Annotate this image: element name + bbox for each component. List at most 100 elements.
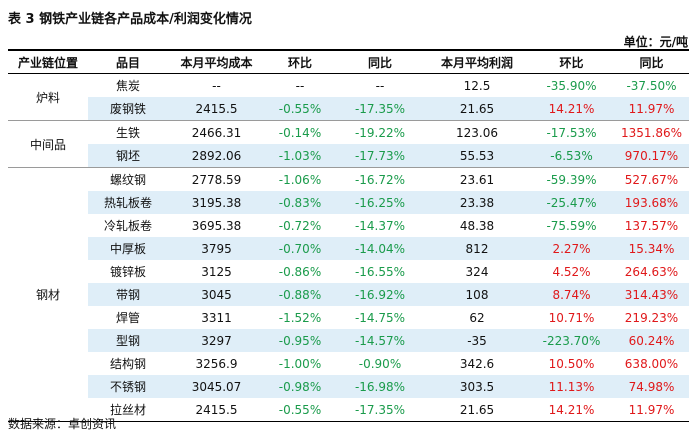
item-name-cell: 螺纹钢: [109, 173, 146, 187]
cost-mom-cell: -0.55%: [265, 398, 335, 422]
avg-cost-cell: 3195.38: [168, 191, 265, 214]
profit-mom-cell: 4.52%: [552, 264, 591, 279]
cost-mom-cell: -0.86%: [278, 264, 322, 279]
avg-cost-cell: 3125: [201, 264, 232, 279]
item-name-cell: 焦炭: [115, 79, 140, 93]
avg-cost-cell: 2415.5: [168, 398, 265, 422]
table-row: 镀锌板 3125 -0.86% -16.55% 324 4.52% 264.63%: [8, 260, 689, 283]
item-name-cell: 冷轧板卷: [103, 219, 152, 233]
profit-mom-cell: 10.50%: [548, 356, 595, 371]
cost-yoy-cell: -14.75%: [354, 310, 406, 325]
header-item: 品目: [88, 49, 168, 74]
profit-yoy-cell: 970.17%: [614, 144, 689, 168]
cost-mom-cell: -0.88%: [265, 283, 335, 306]
header-avg-cost: 本月平均成本: [168, 49, 265, 74]
avg-cost-cell: 2778.59: [191, 172, 242, 187]
profit-mom-cell: -75.59%: [546, 218, 597, 233]
cost-mom-cell: -0.98%: [265, 375, 335, 398]
profit-yoy-cell: 314.43%: [614, 283, 689, 306]
cost-mom-cell: -0.14%: [278, 125, 322, 140]
avg-profit-cell: 342.6: [459, 356, 495, 371]
cost-yoy-cell: -16.98%: [335, 375, 425, 398]
header-profit-mom: 环比: [529, 49, 614, 74]
table-row: 热轧板卷 3195.38 -0.83% -16.25% 23.38 -25.47% 193.…: [8, 191, 689, 214]
chain-position-cell: 钢材: [8, 167, 88, 422]
profit-mom-cell: 11.13%: [529, 375, 614, 398]
cost-yoy-cell: -17.35%: [335, 398, 425, 422]
cost-mom-cell: --: [295, 78, 305, 93]
profit-yoy-cell: 264.63%: [624, 264, 679, 279]
header-cost-yoy: 同比: [335, 49, 425, 74]
table-row: 钢坯 2892.06 -1.03% -17.73% 55.53 -6.53% 970.17%: [8, 144, 689, 168]
profit-yoy-cell: 219.23%: [624, 310, 679, 325]
avg-cost-cell: 3045: [168, 283, 265, 306]
table-row: 焊管 3311 -1.52% -14.75% 62 10.71% 219.23%: [8, 306, 689, 329]
item-name-cell: 废钢铁: [88, 97, 168, 121]
profit-mom-cell: 8.74%: [529, 283, 614, 306]
avg-profit-cell: 23.61: [459, 172, 495, 187]
avg-profit-cell: 23.38: [425, 191, 529, 214]
avg-profit-cell: 55.53: [425, 144, 529, 168]
avg-cost-cell: --: [212, 78, 221, 93]
item-name-cell: 带钢: [88, 283, 168, 306]
avg-cost-cell: 3311: [201, 310, 232, 325]
table-row: 钢材 螺纹钢 2778.59 -1.06% -16.72% 23.61 -59.39% 527…: [8, 167, 689, 422]
avg-profit-cell: 324: [465, 264, 489, 279]
profit-mom-cell: -223.70%: [529, 329, 614, 352]
profit-mom-cell: -25.47%: [529, 191, 614, 214]
profit-yoy-cell: 193.68%: [614, 191, 689, 214]
item-name-cell: 中厚板: [88, 237, 168, 260]
avg-cost-cell: 3297: [168, 329, 265, 352]
profit-yoy-cell: -37.50%: [626, 78, 677, 93]
cost-mom-cell: -0.72%: [278, 218, 322, 233]
avg-cost-cell: 2466.31: [191, 125, 242, 140]
cost-yoy-cell: --: [375, 78, 385, 93]
avg-profit-cell: 812: [425, 237, 529, 260]
cost-yoy-cell: -16.55%: [354, 264, 406, 279]
profit-yoy-cell: 15.34%: [614, 237, 689, 260]
avg-profit-cell: 21.65: [425, 398, 529, 422]
avg-profit-cell: 108: [425, 283, 529, 306]
cost-profit-table: 产业链位置 品目 本月平均成本 环比 同比 本月平均利润 环比 同比 炉料 焦炭 -…: [8, 49, 689, 422]
avg-cost-cell: 3256.9: [195, 356, 238, 371]
profit-mom-cell: 10.71%: [548, 310, 595, 325]
item-name-cell: 热轧板卷: [88, 191, 168, 214]
header-profit-yoy: 同比: [614, 49, 689, 74]
avg-cost-cell: 2892.06: [168, 144, 265, 168]
chain-position-cell: 炉料: [8, 73, 88, 121]
profit-yoy-cell: 11.97%: [614, 398, 689, 422]
cost-mom-cell: -0.55%: [265, 97, 335, 121]
cost-mom-cell: -0.70%: [265, 237, 335, 260]
profit-yoy-cell: 137.57%: [624, 218, 679, 233]
table-row: 型钢 3297 -0.95% -14.57% -35 -223.70% 60.24%: [8, 329, 689, 352]
avg-profit-cell: 12.5: [463, 78, 491, 93]
profit-yoy-cell: 527.67%: [624, 172, 679, 187]
table-row: 中间品 生铁 2466.31 -0.14% -19.22% 123.06 -17.53% 13…: [8, 120, 689, 168]
cost-yoy-cell: -17.35%: [335, 97, 425, 121]
profit-mom-cell: -59.39%: [546, 172, 597, 187]
table-row: 中厚板 3795 -0.70% -14.04% 812 2.27% 15.34%: [8, 237, 689, 260]
cost-mom-cell: -1.52%: [278, 310, 322, 325]
profit-mom-cell: 2.27%: [529, 237, 614, 260]
item-name-cell: 拉丝材: [88, 398, 168, 422]
profit-yoy-cell: 1351.86%: [620, 125, 683, 140]
profit-mom-cell: 14.21%: [529, 398, 614, 422]
profit-yoy-cell: 11.97%: [614, 97, 689, 121]
profit-mom-cell: -17.53%: [546, 125, 597, 140]
avg-profit-cell: -35: [425, 329, 529, 352]
cost-yoy-cell: -14.04%: [335, 237, 425, 260]
avg-cost-cell: 3795: [168, 237, 265, 260]
cost-mom-cell: -1.06%: [278, 172, 322, 187]
item-name-cell: 焊管: [115, 311, 140, 325]
item-name-cell: 不锈钢: [88, 375, 168, 398]
cost-mom-cell: -1.03%: [265, 144, 335, 168]
item-name-cell: 型钢: [88, 329, 168, 352]
table-body: 炉料 焦炭 -- -- -- 12.5 -35.90% -37.50% 废钢铁 2415.5 -0.…: [8, 73, 689, 422]
avg-profit-cell: 123.06: [456, 125, 498, 140]
cost-yoy-cell: -16.72%: [354, 172, 406, 187]
cost-mom-cell: -0.83%: [265, 191, 335, 214]
profit-yoy-cell: 638.00%: [624, 356, 679, 371]
table-row: 拉丝材 2415.5 -0.55% -17.35% 21.65 14.21% 11.97%: [8, 398, 689, 422]
table-row: 结构钢 3256.9 -1.00% -0.90% 342.6 10.50% 638.00%: [8, 352, 689, 375]
cost-yoy-cell: -16.25%: [335, 191, 425, 214]
